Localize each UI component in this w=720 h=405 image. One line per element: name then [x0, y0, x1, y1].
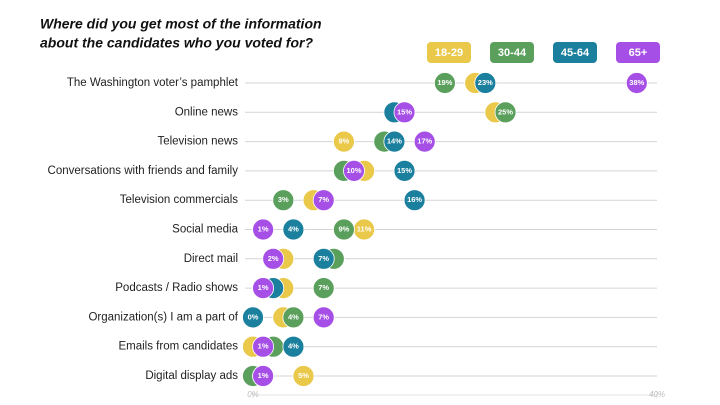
- category-label: Digital display ads: [145, 370, 238, 382]
- dot: [403, 189, 426, 212]
- legend-label: 30-44: [498, 47, 527, 59]
- dot: [252, 365, 275, 387]
- dot: [383, 130, 406, 153]
- dot: [282, 306, 305, 329]
- legend-label: 45-64: [561, 47, 590, 59]
- category-label: The Washington voter’s pamphlet: [67, 77, 239, 89]
- value-label: 7%: [318, 312, 329, 321]
- dot: [252, 335, 275, 358]
- value-label: 3%: [278, 195, 289, 204]
- dot: [282, 335, 305, 358]
- value-label: 1%: [258, 342, 269, 351]
- category-label: Emails from candidates: [118, 341, 238, 353]
- dot: [312, 247, 335, 270]
- dot: [252, 277, 275, 300]
- value-label: 0%: [248, 312, 259, 321]
- dot: [413, 130, 436, 153]
- value-label: 4%: [288, 224, 299, 233]
- dot: [332, 218, 355, 241]
- value-label: 23%: [478, 78, 493, 87]
- category-label: Television commercials: [120, 194, 238, 206]
- dot: [393, 101, 416, 124]
- value-label: 17%: [417, 137, 432, 146]
- dot: [625, 72, 648, 94]
- value-label: 7%: [318, 195, 329, 204]
- value-label: 14%: [387, 137, 402, 146]
- dot: [262, 247, 285, 270]
- chart-title: Where did you get most of the informatio…: [40, 16, 322, 32]
- dot: [282, 218, 305, 241]
- category-label: Television news: [157, 136, 238, 148]
- legend-swatch: [553, 42, 597, 63]
- dot: [242, 306, 264, 329]
- x-tick-label: 40%: [649, 390, 665, 399]
- dot: [332, 130, 355, 153]
- value-label: 1%: [258, 224, 269, 233]
- category-label: Direct mail: [184, 253, 238, 265]
- value-label: 16%: [407, 195, 422, 204]
- value-label: 2%: [268, 254, 279, 263]
- legend-swatch: [616, 42, 660, 63]
- category-label: Online news: [175, 106, 239, 118]
- value-label: 1%: [258, 371, 269, 380]
- value-label: 5%: [298, 371, 309, 380]
- dot: [433, 72, 456, 94]
- value-label: 9%: [338, 224, 349, 233]
- dot: [272, 189, 295, 212]
- dot: [312, 277, 335, 300]
- dot: [393, 159, 416, 182]
- chart-title: about the candidates who you voted for?: [40, 35, 313, 51]
- value-label: 15%: [397, 107, 412, 116]
- legend-label: 65+: [629, 47, 648, 59]
- value-label: 7%: [318, 254, 329, 263]
- value-label: 19%: [437, 78, 452, 87]
- category-label: Social media: [172, 224, 238, 236]
- dot: [252, 218, 275, 241]
- value-label: 10%: [346, 166, 361, 175]
- value-label: 4%: [288, 312, 299, 321]
- category-label: Organization(s) I am a part of: [88, 311, 238, 323]
- dot: [494, 101, 517, 124]
- dot: [474, 72, 497, 94]
- dot: [312, 189, 335, 212]
- category-label: Podcasts / Radio shows: [115, 282, 238, 294]
- legend-label: 18-29: [435, 47, 463, 59]
- value-label: 7%: [318, 283, 329, 292]
- dot: [343, 159, 365, 182]
- legend-swatch: [490, 42, 534, 63]
- value-label: 25%: [498, 107, 513, 116]
- value-label: 4%: [288, 342, 299, 351]
- category-label: Conversations with friends and family: [48, 165, 239, 177]
- value-label: 11%: [357, 224, 372, 233]
- dot: [292, 365, 315, 387]
- value-label: 9%: [338, 137, 349, 146]
- value-label: 15%: [397, 166, 412, 175]
- dot: [312, 306, 335, 329]
- value-label: 1%: [258, 283, 269, 292]
- legend-swatch: [427, 42, 471, 63]
- x-tick-label: 0%: [247, 390, 259, 399]
- value-label: 38%: [629, 78, 644, 87]
